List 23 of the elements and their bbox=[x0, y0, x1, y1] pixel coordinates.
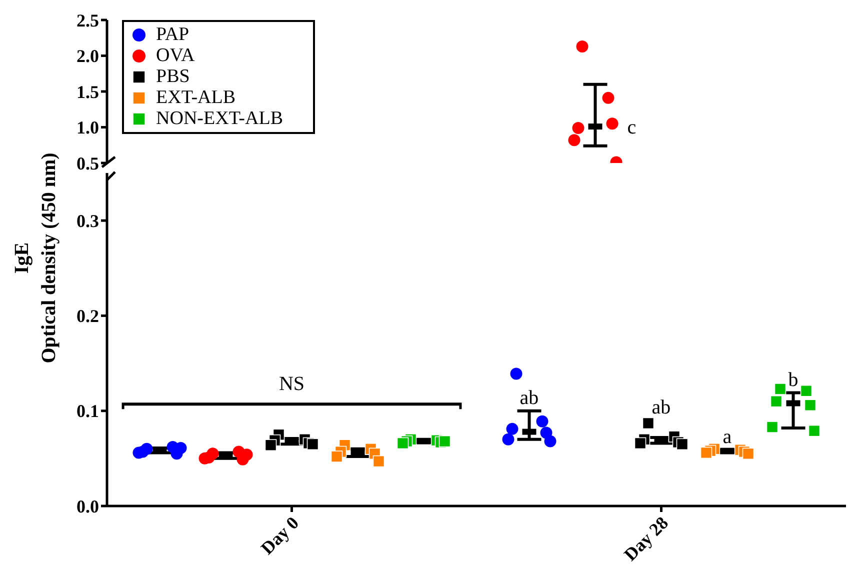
y-tick-label: 1.0 bbox=[76, 118, 99, 138]
y-tick-label: 2.5 bbox=[76, 10, 99, 30]
data-label: b bbox=[788, 368, 798, 391]
data-label: a bbox=[722, 426, 732, 448]
y-axis-title: IgE Optical density (450 nm) bbox=[11, 152, 60, 364]
data-label: ab bbox=[520, 386, 539, 409]
legend-label: NON-EXT-ALB bbox=[156, 108, 284, 129]
y-tick-label: 1.5 bbox=[76, 82, 99, 102]
x-tick-label: Day 0 bbox=[256, 512, 303, 558]
legend-label: PBS bbox=[156, 66, 190, 87]
x-tick-label: Day 28 bbox=[620, 512, 672, 565]
y-tick-label: 0.1 bbox=[76, 401, 99, 422]
data-label: c bbox=[627, 116, 636, 139]
data-label: ab bbox=[652, 396, 671, 419]
y-tick-label: 0.2 bbox=[76, 306, 99, 326]
y-tick-label: 0.0 bbox=[76, 496, 99, 516]
legend-label: EXT-ALB bbox=[156, 87, 236, 108]
legend-label: PAP bbox=[156, 24, 190, 45]
y-tick-label: 0.5 bbox=[76, 153, 99, 174]
y-tick-label: 0.3 bbox=[76, 210, 99, 231]
annotation: NS bbox=[278, 373, 305, 396]
y-tick-label: 2.0 bbox=[76, 46, 99, 66]
legend-label: OVA bbox=[156, 45, 195, 66]
